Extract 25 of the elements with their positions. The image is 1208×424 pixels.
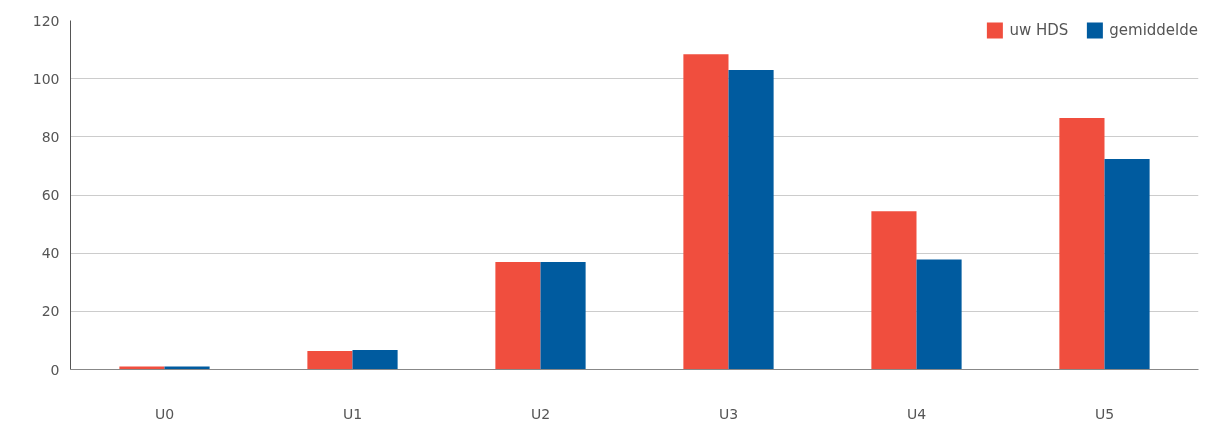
legend-label: uw HDS [1009,21,1069,39]
y-tick-label: 120 [32,12,60,29]
x-tick-label: U5 [1094,405,1115,422]
y-tick-label: 100 [32,70,60,87]
bar [871,211,917,370]
bar [683,54,729,370]
bar [352,350,398,370]
x-tick-label: U0 [154,405,175,422]
bar [540,261,586,370]
y-tick-label: 60 [41,187,60,203]
legend-label: gemiddelde [1109,21,1198,39]
bar [728,69,774,370]
bar [1059,117,1105,370]
x-tick-label: U2 [530,405,551,422]
x-tick-label: U1 [342,405,363,422]
y-tick-label: 80 [41,128,60,145]
y-tick-label: 40 [41,245,60,262]
y-tick-label: 20 [41,303,60,320]
bar [916,259,962,370]
bar [1104,158,1150,370]
x-tick-label: U3 [718,405,739,422]
bar [495,261,541,370]
x-tick-label: U4 [906,405,927,422]
y-tick-label: 0 [50,361,60,378]
bar [307,350,353,370]
